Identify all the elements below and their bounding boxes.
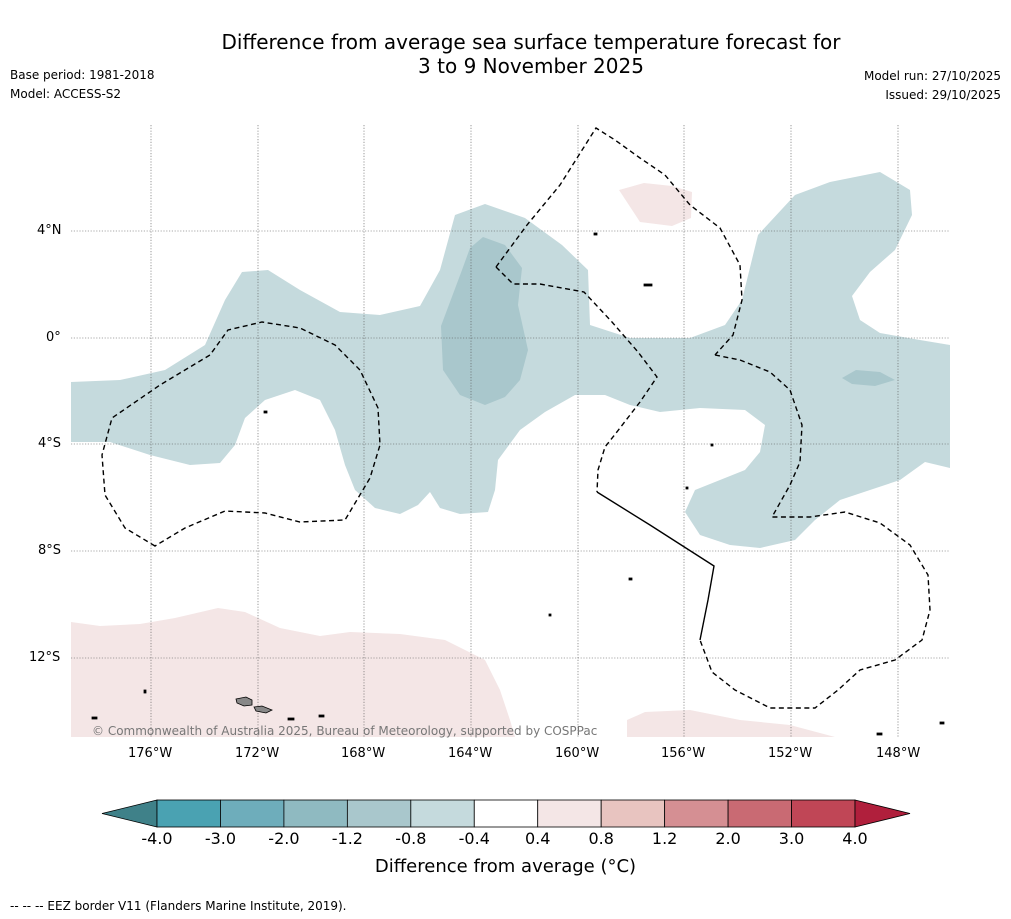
island-7 bbox=[548, 613, 552, 617]
colorbar-tick-label: 3.0 bbox=[778, 829, 805, 848]
lat-label-4s: 4°S bbox=[38, 436, 62, 451]
colorbar-tick-label: -3.0 bbox=[204, 829, 237, 848]
warm-anomaly-north bbox=[619, 183, 692, 226]
island-2 bbox=[91, 716, 98, 720]
island-4 bbox=[318, 714, 325, 718]
colorbar-extend-high bbox=[854, 799, 911, 828]
island-12 bbox=[876, 732, 883, 736]
lon-label-172w: 172°W bbox=[235, 746, 280, 761]
title-line-2: 3 to 9 November 2025 bbox=[418, 54, 644, 78]
island-13 bbox=[939, 721, 945, 725]
colorbar-segment bbox=[283, 799, 348, 828]
colorbar-tick-label: 0.8 bbox=[588, 829, 614, 848]
colorbar-tick-label: 1.2 bbox=[651, 829, 678, 848]
issued-date: Issued: 29/10/2025 bbox=[885, 88, 1001, 102]
colorbar-segment bbox=[600, 799, 666, 828]
lon-label-148w: 148°W bbox=[876, 746, 921, 761]
title-line-1: Difference from average sea surface temp… bbox=[221, 30, 841, 54]
island-1 bbox=[143, 689, 147, 694]
lon-label-152w: 152°W bbox=[768, 746, 813, 761]
eez-footnote: -- -- -- EEZ border V11 (Flanders Marine… bbox=[10, 899, 347, 913]
island-samoa-1 bbox=[235, 696, 253, 707]
colorbar-extend-low bbox=[101, 799, 158, 828]
lon-label-168w: 168°W bbox=[341, 746, 386, 761]
colorbar-segment bbox=[727, 799, 792, 828]
colorbar-segment bbox=[156, 799, 221, 828]
island-9 bbox=[263, 410, 268, 414]
islands bbox=[91, 232, 945, 736]
lon-label-164w: 164°W bbox=[448, 746, 493, 761]
warm-anomaly-southeast bbox=[627, 710, 835, 737]
lat-label-0: 0° bbox=[46, 330, 61, 345]
map-title: Difference from average sea surface temp… bbox=[0, 30, 1011, 78]
warm-anomaly-south bbox=[71, 608, 515, 737]
eez-borders bbox=[101, 127, 931, 709]
island-3 bbox=[287, 717, 295, 721]
colorbar-segment bbox=[473, 799, 539, 828]
island-11 bbox=[710, 443, 714, 447]
colorbar-segment bbox=[537, 799, 602, 828]
eez-east bbox=[699, 354, 931, 709]
colorbar-tick-label: 2.0 bbox=[715, 829, 741, 848]
island-10 bbox=[685, 486, 689, 490]
model-name: Model: ACCESS-S2 bbox=[10, 87, 122, 101]
lat-label-12s: 12°S bbox=[29, 650, 61, 665]
colorbar-tick-label: -1.2 bbox=[331, 829, 363, 848]
lon-label-176w: 176°W bbox=[128, 746, 173, 761]
cool-core-region bbox=[441, 237, 528, 405]
model-run: Model run: 27/10/2025 bbox=[863, 69, 1001, 83]
eez-north bbox=[495, 127, 743, 356]
colorbar-tick-label: -0.4 bbox=[458, 829, 490, 848]
colorbar-segment bbox=[346, 799, 412, 828]
colorbar-title: Difference from average (°C) bbox=[374, 856, 637, 877]
eez-west bbox=[101, 321, 381, 547]
lon-label-160w: 160°W bbox=[555, 746, 600, 761]
colorbar-tick-label: -0.8 bbox=[395, 829, 427, 848]
colorbar bbox=[101, 799, 911, 828]
eez-solid-border bbox=[596, 491, 715, 641]
lon-label-156w: 156°W bbox=[661, 746, 706, 761]
meta-right: Model run: 27/10/2025 Issued: 29/10/2025 bbox=[864, 67, 1001, 105]
cool-core-small bbox=[842, 370, 895, 386]
colorbar-segment bbox=[664, 799, 729, 828]
graticule bbox=[71, 125, 950, 737]
copyright-notice: © Commonwealth of Australia 2025, Bureau… bbox=[92, 724, 598, 738]
colorbar-segment bbox=[410, 799, 475, 828]
eez-solid-line bbox=[596, 491, 715, 641]
eez-central bbox=[495, 266, 658, 493]
lat-label-8s: 8°S bbox=[38, 543, 62, 558]
island-5 bbox=[593, 232, 598, 236]
meta-left: Base period: 1981-2018 Model: ACCESS-S2 bbox=[10, 66, 155, 104]
base-period: Base period: 1981-2018 bbox=[10, 68, 155, 82]
lat-label-4n: 4°N bbox=[37, 223, 62, 238]
island-samoa-2 bbox=[253, 705, 273, 714]
colorbar-tick-label: 4.0 bbox=[842, 829, 868, 848]
colorbar-tick-label: 0.4 bbox=[524, 829, 551, 848]
island-8 bbox=[628, 577, 633, 581]
colorbar-tick-label: -4.0 bbox=[141, 829, 173, 848]
island-6 bbox=[643, 283, 653, 287]
colorbar-tick-label: -2.0 bbox=[268, 829, 300, 848]
colorbar-segment bbox=[220, 799, 285, 828]
colorbar-segment bbox=[791, 799, 856, 828]
